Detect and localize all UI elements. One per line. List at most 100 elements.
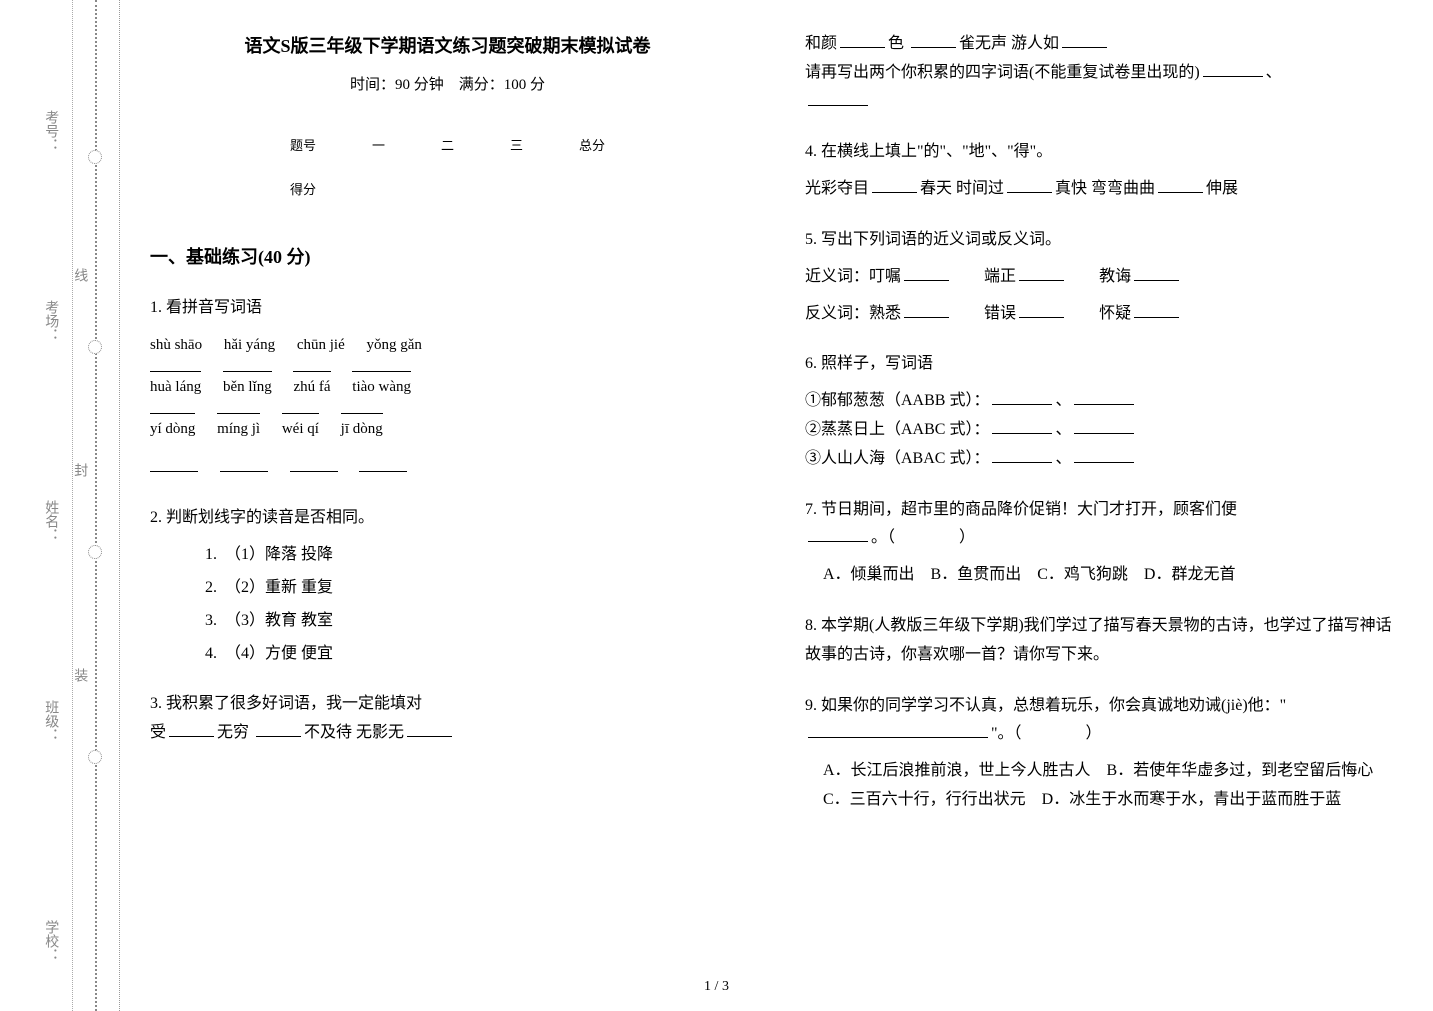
question-9: 9. 如果你的同学学习不认真，总想着玩乐，你会真诚地劝诫(jiè)他：""。（ … <box>805 692 1400 815</box>
circle-marker <box>88 545 102 559</box>
text-frag: "。（ ） <box>991 725 1102 742</box>
text-frag: 和颜 <box>805 35 837 52</box>
question-5: 5. 写出下列词语的近义词或反义词。 近义词：叮嘱 端正 教诲 反义词：熟悉 错… <box>805 226 1400 328</box>
pinyin-cell: tiào wàng <box>352 371 411 401</box>
text-frag: 雀无声 游人如 <box>959 35 1059 52</box>
answer-blank <box>359 471 407 472</box>
fill-blank <box>1019 317 1064 318</box>
label-xingming: 姓名： <box>38 500 63 542</box>
list-item: 4. （4）方便 便宜 <box>205 640 745 669</box>
dotted-inner-line <box>72 0 73 1011</box>
list-item: ②蒸蒸日上（AABC 式）：、 <box>805 416 1400 445</box>
cell: 三 <box>482 124 551 167</box>
fill-blank <box>808 105 868 106</box>
text-frag: 春天 时间过 <box>920 180 1004 197</box>
pinyin-cell: chūn jié <box>297 332 345 359</box>
text-frag: 错误 <box>984 305 1016 322</box>
pinyin-cell: míng jì <box>217 413 260 443</box>
text-frag: ②蒸蒸日上（AABC 式）： <box>805 421 989 438</box>
question-7: 7. 节日期间，超市里的商品降价促销！大门才打开，顾客们便。（ ） A．倾巢而出… <box>805 496 1400 590</box>
table-row: 题号 一 二 三 总分 <box>262 124 633 167</box>
seal-char-zhuang: 装 <box>67 668 92 682</box>
list-item: ①郁郁葱葱（AABB 式）：、 <box>805 387 1400 416</box>
text-frag: 端正 <box>984 268 1016 285</box>
text-frag: 不及待 无影无 <box>304 724 404 741</box>
fill-blank <box>872 192 917 193</box>
list-item: 3. （3）教育 教室 <box>205 607 745 636</box>
exam-subtitle: 时间：90 分钟 满分：100 分 <box>150 72 745 99</box>
score-table: 题号 一 二 三 总分 得分 <box>262 124 633 211</box>
pinyin-cell: shù shāo <box>150 332 202 359</box>
q3-title: 3. 我积累了很多好词语，我一定能填对 <box>150 690 745 719</box>
circle-marker <box>88 340 102 354</box>
content-area: 语文S版三年级下学期语文练习题突破期末模拟试卷 时间：90 分钟 满分：100 … <box>140 30 1410 990</box>
pinyin-row: huà láng běn lǐng zhú fá tiào wàng <box>150 371 745 401</box>
label-xuexiao: 学校： <box>38 920 63 962</box>
fill-blank <box>904 317 949 318</box>
fill-blank <box>992 404 1052 405</box>
q2-list: 1. （1）降落 投降 2. （2）重新 重复 3. （3）教育 教室 4. （… <box>205 541 745 668</box>
fill-blank <box>1007 192 1052 193</box>
cell <box>344 168 413 211</box>
text-frag: 受 <box>150 724 166 741</box>
answer-blank-row <box>150 455 745 482</box>
table-row: 得分 <box>262 168 633 211</box>
pinyin-cell: hǎi yáng <box>224 332 275 359</box>
text-frag: ③人山人海（ABAC 式）： <box>805 450 989 467</box>
cell <box>551 168 633 211</box>
fill-blank <box>169 736 214 737</box>
text-frag: 7. 节日期间，超市里的商品降价促销！大门才打开，顾客们便 <box>805 501 1237 518</box>
pinyin-row: yí dòng míng jì wéi qí jī dòng <box>150 413 745 443</box>
fill-blank <box>992 433 1052 434</box>
pinyin-cell: yǒng gǎn <box>366 332 421 359</box>
pinyin-cell: zhú fá <box>293 371 330 401</box>
seal-char-xian: 线 <box>67 268 92 282</box>
fill-blank <box>1074 462 1134 463</box>
q6-title: 6. 照样子，写词语 <box>805 350 1400 379</box>
fill-blank <box>1158 192 1203 193</box>
label-kaochang: 考场： <box>38 300 63 342</box>
text-frag: 伸展 <box>1206 180 1238 197</box>
binding-margin: 线 封 装 考号： 考场： 姓名： 班级： 学校： <box>0 0 120 1011</box>
question-3: 3. 我积累了很多好词语，我一定能填对 受无穷 不及待 无影无 <box>150 690 745 748</box>
q1-title: 1. 看拼音写词语 <box>150 294 745 323</box>
question-1: 1. 看拼音写词语 shù shāo hǎi yáng chūn jié yǒn… <box>150 294 745 483</box>
question-6: 6. 照样子，写词语 ①郁郁葱葱（AABB 式）：、 ②蒸蒸日上（AABC 式）… <box>805 350 1400 473</box>
cell-label: 得分 <box>262 168 344 211</box>
fill-blank <box>808 737 988 738</box>
item-text: （2）重新 重复 <box>233 579 333 596</box>
text-frag: 怀疑 <box>1099 305 1131 322</box>
label-kaohao: 考号： <box>38 110 63 152</box>
q7-options: A．倾巢而出 B．鱼贯而出 C．鸡飞狗跳 D．群龙无首 <box>823 561 1400 590</box>
q9-options: A．长江后浪推前浪，世上今人胜古人 B．若使年华虚多过，到老空留后悔心 C．三百… <box>823 757 1400 815</box>
question-3-cont: 和颜色 雀无声 游人如 请再写出两个你积累的四字词语(不能重复试卷里出现的)、 <box>805 30 1400 116</box>
item-text: （1）降落 投降 <box>233 546 333 563</box>
cell: 一 <box>344 124 413 167</box>
fill-blank <box>992 462 1052 463</box>
question-8: 8. 本学期(人教版三年级下学期)我们学过了描写春天景物的古诗，也学过了描写神话… <box>805 612 1400 670</box>
q8-title: 8. 本学期(人教版三年级下学期)我们学过了描写春天景物的古诗，也学过了描写神话… <box>805 612 1400 670</box>
student-info-labels: 考号： 考场： 姓名： 班级： 学校： <box>38 0 58 1011</box>
fill-blank <box>1074 404 1134 405</box>
answer-blank <box>290 471 338 472</box>
fill-blank <box>1074 433 1134 434</box>
pinyin-cell: yí dòng <box>150 413 195 443</box>
q4-line: 光彩夺目春天 时间过真快 弯弯曲曲伸展 <box>805 175 1400 204</box>
text-frag: 。（ ） <box>871 529 975 546</box>
cell: 二 <box>413 124 482 167</box>
q6-items: ①郁郁葱葱（AABB 式）：、 ②蒸蒸日上（AABC 式）：、 ③人山人海（AB… <box>805 387 1400 473</box>
pinyin-cell: jī dòng <box>341 413 383 443</box>
circle-marker <box>88 150 102 164</box>
fill-blank <box>256 736 301 737</box>
fill-blank <box>407 736 452 737</box>
item-text: （3）教育 教室 <box>233 612 333 629</box>
text-frag: 教诲 <box>1099 268 1131 285</box>
answer-blank <box>150 471 198 472</box>
q4-title: 4. 在横线上填上"的"、"地"、"得"。 <box>805 138 1400 167</box>
page-number: 1 / 3 <box>704 974 729 999</box>
pinyin-row: shù shāo hǎi yáng chūn jié yǒng gǎn <box>150 332 745 359</box>
q3-line1: 受无穷 不及待 无影无 <box>150 719 745 748</box>
fill-blank <box>1062 47 1107 48</box>
fill-blank <box>808 541 868 542</box>
exam-title: 语文S版三年级下学期语文练习题突破期末模拟试卷 <box>150 30 745 62</box>
